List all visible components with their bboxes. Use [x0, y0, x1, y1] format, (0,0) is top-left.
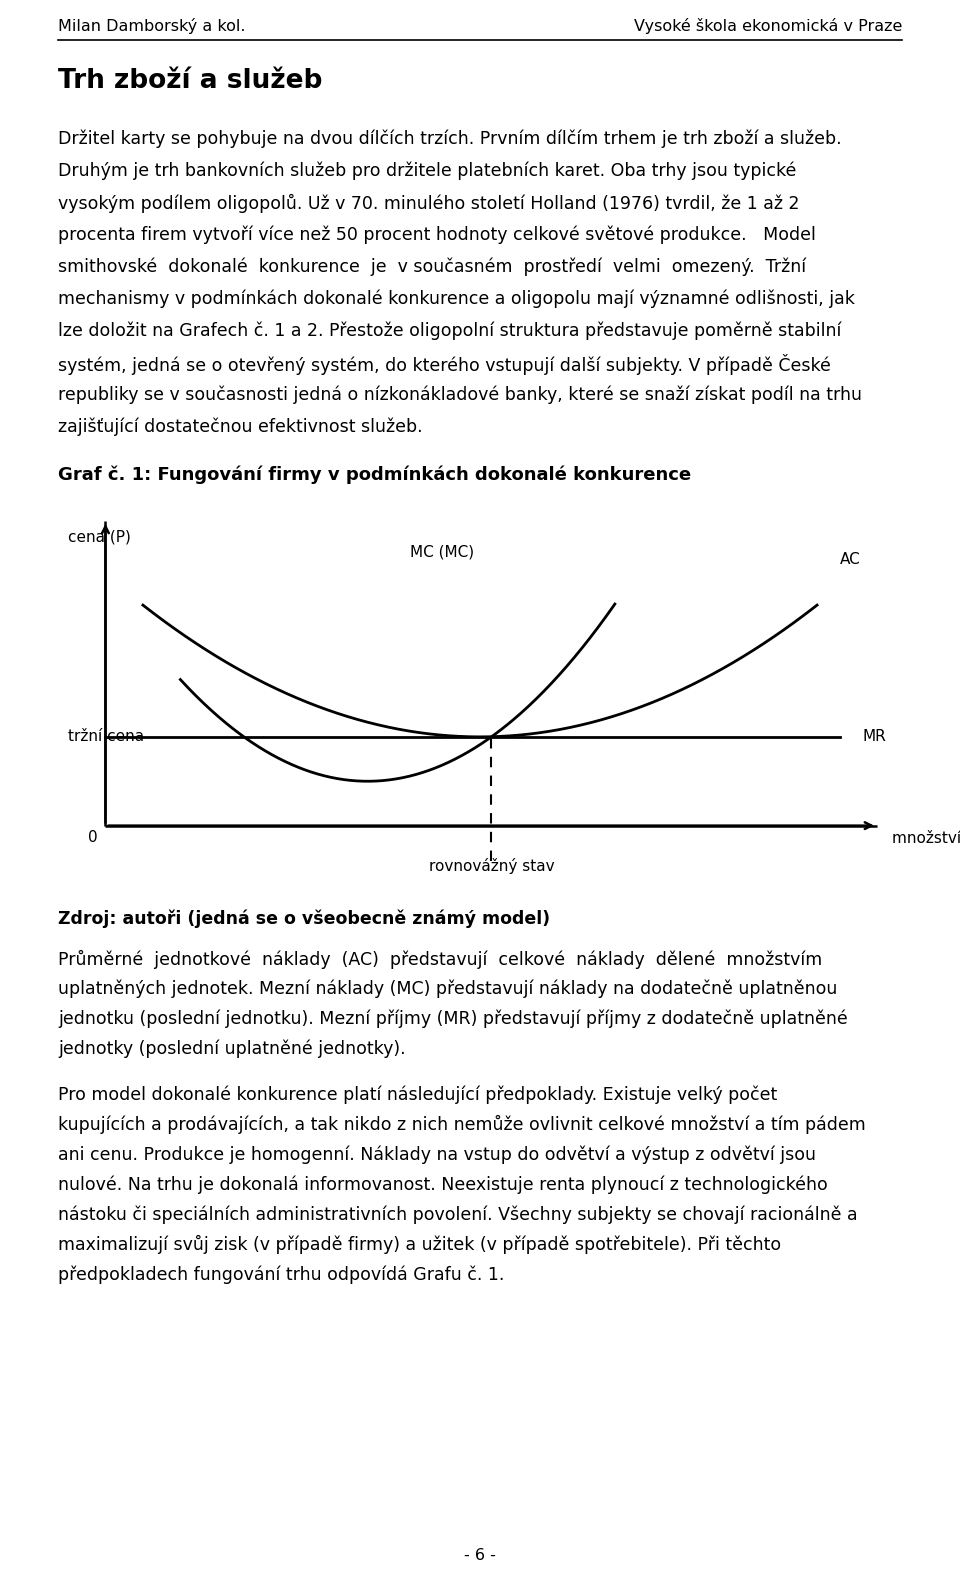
Text: tržní cena: tržní cena	[68, 730, 144, 744]
Text: vysokým podílem oligopolů. Už v 70. minulého století Holland (1976) tvrdil, že 1: vysokým podílem oligopolů. Už v 70. minu…	[58, 194, 800, 213]
Text: AC: AC	[840, 552, 860, 566]
Text: rovnovážný stav: rovnovážný stav	[428, 858, 554, 874]
Text: Milan Damborský a kol.: Milan Damborský a kol.	[58, 17, 246, 35]
Text: ani cenu. Produkce je homogenní. Náklady na vstup do odvětví a výstup z odvětví : ani cenu. Produkce je homogenní. Náklady…	[58, 1145, 816, 1164]
Text: množství (Q): množství (Q)	[892, 830, 960, 845]
Text: - 6 -: - 6 -	[464, 1549, 496, 1563]
Text: předpokladech fungování trhu odpovídá Grafu č. 1.: předpokladech fungování trhu odpovídá Gr…	[58, 1265, 504, 1284]
Text: maximalizují svůj zisk (v případě firmy) a užitek (v případě spotřebitele). Při : maximalizují svůj zisk (v případě firmy)…	[58, 1235, 781, 1254]
Text: zajišťující dostatečnou efektivnost služeb.: zajišťující dostatečnou efektivnost služ…	[58, 418, 422, 437]
Text: Graf č. 1: Fungování firmy v podmínkách dokonalé konkurence: Graf č. 1: Fungování firmy v podmínkách …	[58, 465, 691, 484]
Text: nástoku či speciálních administrativních povolení. Všechny subjekty se chovají r: nástoku či speciálních administrativních…	[58, 1205, 857, 1224]
Text: Průměrné  jednotkové  náklady  (AC)  představují  celkové  náklady  dělené  množ: Průměrné jednotkové náklady (AC) předsta…	[58, 949, 823, 970]
Text: Trh zboží a služeb: Trh zboží a služeb	[58, 68, 323, 95]
Text: Druhým je trh bankovních služeb pro držitele platebních karet. Oba trhy jsou typ: Druhým je trh bankovních služeb pro drži…	[58, 162, 797, 180]
Text: 0: 0	[88, 830, 98, 845]
Text: jednotky (poslední uplatněné jednotky).: jednotky (poslední uplatněné jednotky).	[58, 1039, 406, 1058]
Text: cena (P): cena (P)	[68, 530, 131, 544]
Text: republiky se v současnosti jedná o nízkonákladové banky, které se snaží získat p: republiky se v současnosti jedná o nízko…	[58, 386, 862, 404]
Text: Vysoké škola ekonomická v Praze: Vysoké škola ekonomická v Praze	[634, 17, 902, 35]
Text: mechanismy v podmínkách dokonalé konkurence a oligopolu mají významné odlišnosti: mechanismy v podmínkách dokonalé konkure…	[58, 290, 854, 309]
Text: jednotku (poslední jednotku). Mezní příjmy (MR) představují příjmy z dodatečně u: jednotku (poslední jednotku). Mezní příj…	[58, 1009, 848, 1028]
Text: procenta firem vytvoří více než 50 procent hodnoty celkové světové produkce.   M: procenta firem vytvoří více než 50 proce…	[58, 226, 816, 244]
Text: uplatněných jednotek. Mezní náklady (MC) představují náklady na dodatečně uplatn: uplatněných jednotek. Mezní náklady (MC)…	[58, 979, 837, 998]
Text: MC (MC): MC (MC)	[411, 544, 474, 560]
Text: Držitel karty se pohybuje na dvou dílčích trzích. Prvním dílčím trhem je trh zbo: Držitel karty se pohybuje na dvou dílčíc…	[58, 129, 842, 148]
Text: nulové. Na trhu je dokonalá informovanost. Neexistuje renta plynoucí z technolog: nulové. Na trhu je dokonalá informovanos…	[58, 1175, 828, 1194]
Text: lze doložit na Grafech č. 1 a 2. Přestože oligopolní struktura představuje poměr: lze doložit na Grafech č. 1 a 2. Přestož…	[58, 322, 841, 341]
Text: Zdroj: autoři (jedná se o všeobecně známý model): Zdroj: autoři (jedná se o všeobecně znám…	[58, 910, 550, 929]
Text: Pro model dokonalé konkurence platí následující předpoklady. Existuje velký poče: Pro model dokonalé konkurence platí násl…	[58, 1085, 778, 1104]
Text: kupujících a prodávajících, a tak nikdo z nich nemůže ovlivnit celkové množství : kupujících a prodávajících, a tak nikdo …	[58, 1115, 866, 1134]
Text: MR: MR	[862, 730, 886, 744]
Text: smithovské  dokonalé  konkurence  je  v současném  prostředí  velmi  omezený.  T: smithovské dokonalé konkurence je v souč…	[58, 259, 806, 276]
Text: systém, jedná se o otevřený systém, do kterého vstupují další subjekty. V případ: systém, jedná se o otevřený systém, do k…	[58, 353, 830, 375]
